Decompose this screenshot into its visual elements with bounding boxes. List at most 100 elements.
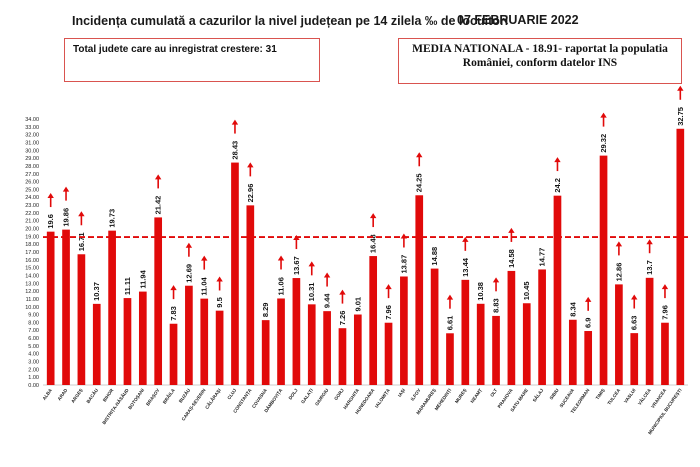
national-average-box: MEDIA NATIONALA - 18.91- raportat la pop… bbox=[398, 38, 682, 84]
bar bbox=[553, 195, 562, 385]
category-label: ILFOV bbox=[410, 387, 422, 402]
y-tick-label: 1.00 bbox=[28, 375, 39, 381]
increase-arrow-head bbox=[185, 242, 193, 248]
bar bbox=[77, 254, 86, 385]
bar bbox=[261, 320, 270, 385]
category-label: BACĂU bbox=[85, 387, 100, 405]
category-label: VÂLCEA bbox=[636, 387, 652, 406]
value-label: 6.9 bbox=[584, 318, 593, 328]
bar bbox=[154, 217, 163, 385]
value-label: 32.75 bbox=[676, 107, 685, 126]
national-average-line-2: României, conform datelor INS bbox=[462, 57, 618, 69]
y-tick-label: 27.00 bbox=[25, 172, 39, 178]
value-label: 22.96 bbox=[246, 184, 255, 203]
value-label: 19.73 bbox=[108, 209, 117, 228]
y-tick-label: 13.00 bbox=[25, 281, 39, 287]
category-label: BOTOȘANI bbox=[127, 388, 146, 411]
bar bbox=[645, 277, 654, 385]
y-tick-label: 4.00 bbox=[28, 352, 39, 358]
value-label: 8.34 bbox=[568, 301, 577, 316]
category-label: GIURGIU bbox=[314, 387, 330, 407]
bar bbox=[461, 279, 470, 385]
category-label: TIMIȘ bbox=[595, 388, 607, 401]
value-label: 16.71 bbox=[77, 232, 86, 251]
bar bbox=[62, 229, 70, 385]
value-label: 9.5 bbox=[215, 297, 224, 307]
value-label: 12.86 bbox=[614, 263, 623, 282]
increase-arrow-head bbox=[247, 162, 254, 168]
category-label: BIHOR bbox=[102, 387, 115, 403]
increase-arrow-head bbox=[201, 255, 208, 261]
value-label: 10.38 bbox=[476, 282, 485, 301]
increase-arrow-head bbox=[446, 294, 454, 300]
increase-arrow-head bbox=[369, 213, 377, 219]
value-label: 13.44 bbox=[461, 257, 470, 277]
y-tick-label: 34.00 bbox=[25, 117, 39, 123]
bar bbox=[108, 230, 116, 385]
increase-arrow-head bbox=[170, 285, 177, 291]
y-tick-label: 12.00 bbox=[25, 289, 39, 295]
value-label: 10.31 bbox=[307, 283, 316, 302]
value-label: 10.37 bbox=[92, 282, 101, 301]
bar bbox=[46, 231, 55, 385]
category-label: BRĂILA bbox=[161, 387, 176, 405]
bar bbox=[138, 291, 147, 385]
y-tick-label: 33.00 bbox=[25, 125, 39, 131]
bar bbox=[661, 322, 669, 385]
bar bbox=[446, 333, 454, 385]
y-tick-label: 8.00 bbox=[28, 320, 39, 326]
value-label: 28.43 bbox=[230, 141, 239, 160]
value-label: 10.45 bbox=[522, 281, 531, 300]
category-label: IALOMIȚA bbox=[374, 387, 391, 409]
value-label: 29.32 bbox=[599, 134, 608, 153]
y-tick-label: 21.00 bbox=[25, 219, 39, 225]
category-label: IAȘI bbox=[397, 388, 407, 399]
bar bbox=[185, 285, 193, 385]
increase-arrow-head bbox=[231, 119, 239, 125]
increase-arrow-head bbox=[78, 211, 85, 217]
increase-arrow-head bbox=[615, 241, 623, 247]
category-label: MUNICIPIUL BUCUREȘTI bbox=[647, 388, 683, 436]
increase-arrow-head bbox=[154, 174, 162, 180]
y-tick-label: 11.00 bbox=[26, 297, 39, 303]
y-tick-label: 0.00 bbox=[28, 383, 39, 389]
increase-arrow-head bbox=[308, 261, 315, 267]
y-tick-label: 25.00 bbox=[25, 187, 39, 193]
bar bbox=[200, 298, 209, 385]
value-label: 7.96 bbox=[384, 305, 393, 320]
bar bbox=[676, 128, 685, 385]
value-label: 11.06 bbox=[277, 277, 286, 295]
value-label: 11.94 bbox=[138, 269, 147, 288]
bar bbox=[323, 311, 331, 385]
category-label: BUZĂU bbox=[177, 387, 192, 404]
y-tick-label: 15.00 bbox=[25, 266, 39, 272]
y-tick-label: 28.00 bbox=[25, 164, 39, 170]
y-tick-label: 20.00 bbox=[25, 227, 39, 233]
bar bbox=[92, 303, 101, 385]
bar bbox=[507, 270, 516, 385]
increase-arrow-head bbox=[47, 193, 54, 199]
value-label: 11.11 bbox=[123, 277, 132, 295]
increase-arrow-head bbox=[339, 289, 346, 295]
bar bbox=[584, 331, 593, 385]
y-tick-label: 18.00 bbox=[25, 242, 39, 248]
bar bbox=[492, 315, 500, 385]
y-tick-label: 9.00 bbox=[28, 313, 39, 319]
category-label: MUREȘ bbox=[454, 388, 468, 405]
bar bbox=[415, 195, 424, 385]
category-label: BRAȘOV bbox=[145, 387, 162, 407]
y-tick-label: 23.00 bbox=[25, 203, 39, 209]
category-label: CLUJ bbox=[226, 387, 237, 400]
value-label: 9.44 bbox=[323, 293, 332, 308]
increase-arrow-head bbox=[584, 296, 592, 302]
category-label: TULCEA bbox=[606, 387, 621, 406]
y-tick-label: 31.00 bbox=[25, 140, 39, 146]
value-label: 6.63 bbox=[630, 316, 639, 331]
bar bbox=[384, 322, 393, 385]
value-label: 7.26 bbox=[338, 311, 347, 326]
bar bbox=[400, 276, 408, 385]
y-tick-label: 32.00 bbox=[25, 133, 39, 139]
chart-title: Incidența cumulată a cazurilor la nivel … bbox=[72, 14, 509, 28]
increase-arrow-head bbox=[600, 112, 607, 118]
category-label: ARAD bbox=[57, 387, 69, 401]
